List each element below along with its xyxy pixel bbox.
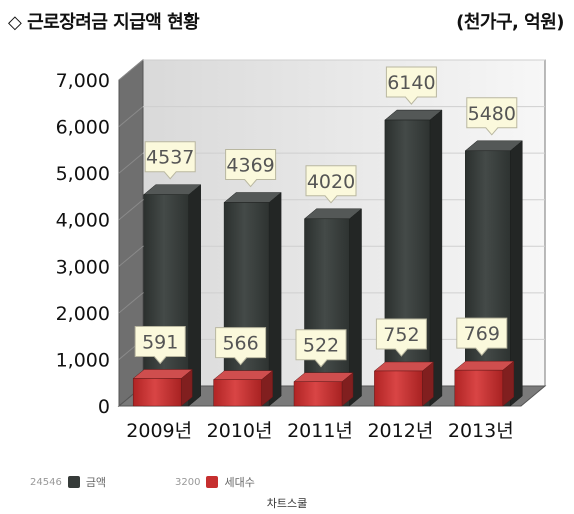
x-tick-label: 2012년 — [367, 420, 433, 442]
legend-swatch — [206, 476, 219, 488]
legend-count: 24546 — [30, 476, 62, 488]
bar — [293, 372, 354, 407]
unit-label: (천가구, 억원) — [456, 12, 564, 33]
svg-text:591: 591 — [142, 331, 178, 353]
legend-item-households: 3200 세대수 — [175, 474, 255, 490]
data-label: 4369 — [225, 149, 277, 188]
svg-text:566: 566 — [222, 333, 258, 355]
gridline-side — [118, 106, 144, 127]
y-tick-label: 2,000 — [56, 303, 110, 325]
x-tick-label: 2009년 — [126, 420, 192, 442]
gridline-side — [118, 292, 144, 314]
data-label: 5480 — [466, 97, 518, 136]
legend-label: 금액 — [85, 476, 107, 489]
data-label: 4020 — [305, 165, 357, 204]
gridline-side — [118, 199, 144, 221]
svg-text:752: 752 — [383, 324, 419, 346]
x-tick-label: 2011년 — [287, 420, 353, 442]
y-tick-label: 1,000 — [56, 349, 110, 371]
data-label: 6140 — [385, 66, 437, 105]
gridline-side — [118, 152, 144, 174]
data-label: 522 — [295, 329, 347, 368]
data-label: 4537 — [144, 141, 196, 180]
gridline-side — [118, 245, 144, 267]
data-label: 769 — [456, 317, 508, 356]
x-tick-label: 2013년 — [448, 420, 514, 442]
y-tick-label: 4,000 — [56, 210, 110, 232]
footer-credit: 차트스쿨 — [266, 497, 308, 510]
legend-label: 세대수 — [224, 476, 255, 489]
y-tick-label: 3,000 — [56, 256, 110, 278]
data-label: 591 — [134, 325, 186, 365]
bar-chart: 0 1,000 2,000 3,000 4,000 5,000 6,000 7,000 453… — [56, 58, 547, 442]
bar — [132, 368, 193, 407]
svg-text:6140: 6140 — [387, 72, 435, 94]
gridline-side — [118, 59, 144, 81]
data-label: 752 — [375, 318, 427, 357]
svg-text:5480: 5480 — [468, 103, 516, 125]
legend-swatch — [67, 476, 80, 488]
legend-count: 3200 — [175, 476, 201, 488]
bar — [384, 109, 443, 407]
bar — [454, 360, 515, 407]
chart-title: ◇ 근로장려금 지급액 현황 — [8, 12, 200, 33]
y-tick-label: 0 — [98, 396, 110, 418]
legend-item-amount: 24546 금액 — [30, 474, 106, 490]
svg-text:4537: 4537 — [146, 147, 194, 169]
svg-text:769: 769 — [464, 323, 500, 345]
svg-text:4369: 4369 — [226, 155, 274, 177]
x-tick-label: 2010년 — [207, 420, 273, 442]
bar — [373, 361, 435, 407]
y-tick-label: 7,000 — [56, 70, 110, 92]
data-label: 566 — [215, 327, 267, 366]
y-tick-label: 5,000 — [56, 163, 110, 185]
y-tick-label: 6,000 — [56, 117, 110, 139]
svg-text:4020: 4020 — [307, 171, 355, 193]
svg-text:522: 522 — [303, 335, 339, 357]
bar — [212, 370, 274, 407]
